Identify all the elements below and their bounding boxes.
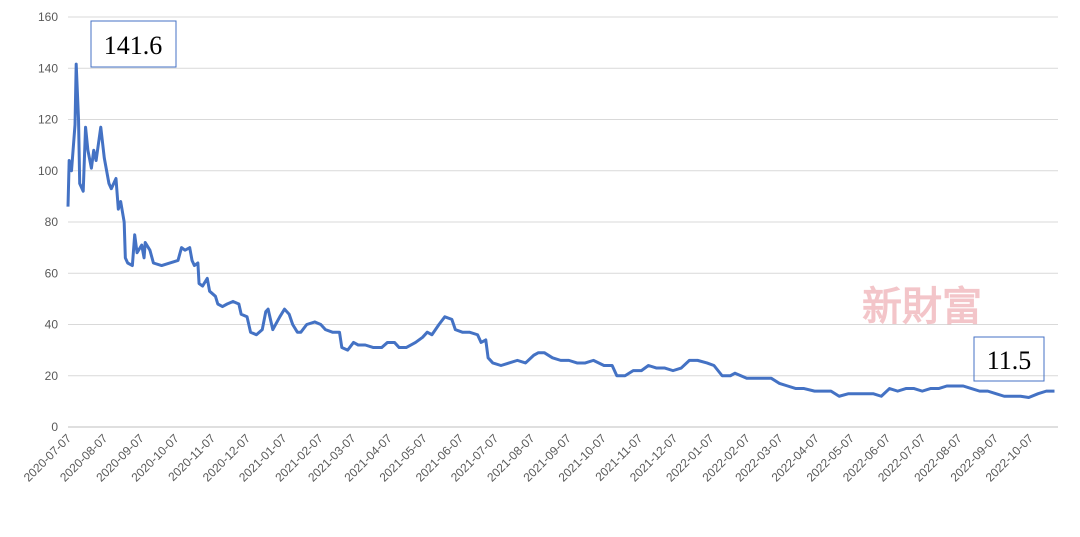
y-tick-label: 40 — [45, 318, 59, 332]
y-tick-label: 60 — [45, 266, 59, 280]
y-tick-label: 160 — [38, 10, 58, 24]
y-tick-label: 140 — [38, 61, 58, 75]
y-tick-label: 100 — [38, 164, 58, 178]
annotation: 11.5 — [987, 346, 1032, 375]
watermark: 新財富 — [862, 283, 982, 330]
y-tick-label: 120 — [38, 113, 58, 127]
line — [66, 62, 1055, 400]
y-tick-label: 80 — [45, 215, 59, 229]
annotation-box — [90, 20, 177, 68]
annotation-box — [973, 336, 1045, 382]
y-tick-label: 0 — [51, 420, 58, 434]
annotation: 141.6 — [104, 31, 163, 60]
y-tick-label: 20 — [45, 369, 59, 383]
